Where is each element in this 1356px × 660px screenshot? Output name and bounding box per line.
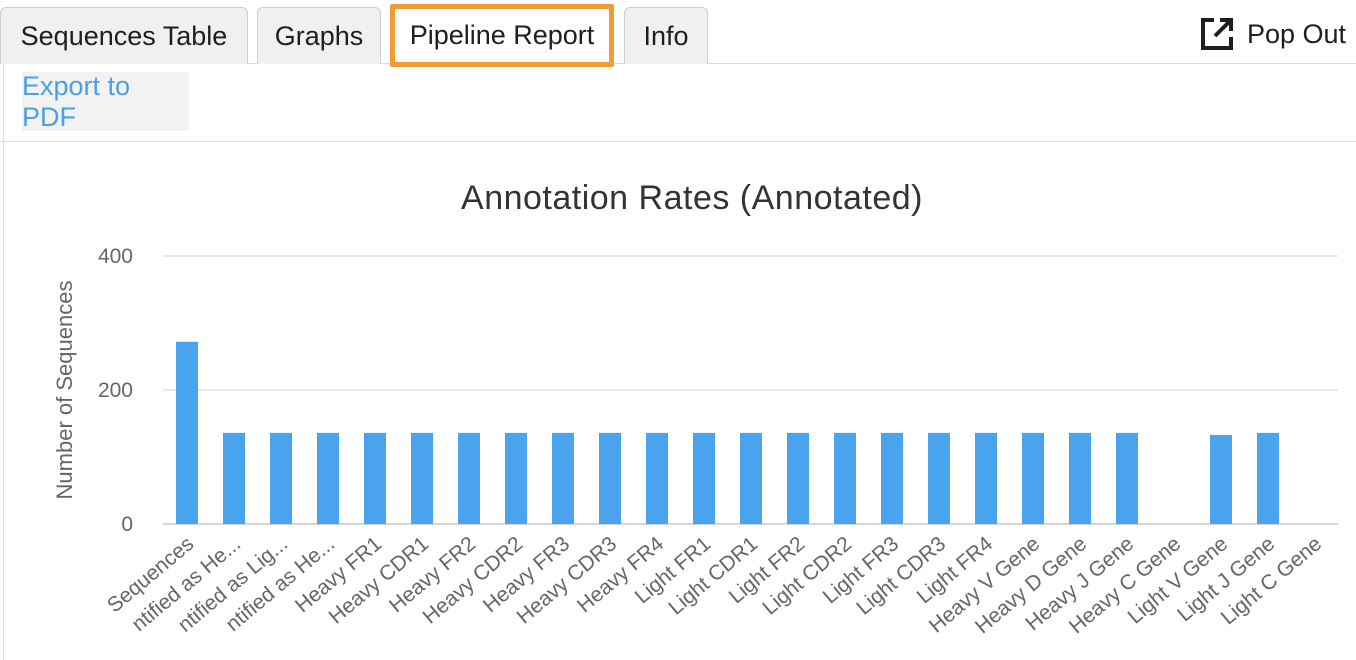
pop-out-button[interactable]: Pop Out (1199, 14, 1346, 54)
bar[interactable] (552, 432, 574, 524)
bar[interactable] (693, 432, 715, 524)
tab-sequences-table[interactable]: Sequences Table (0, 7, 248, 64)
bar[interactable] (740, 432, 762, 524)
tab-label: Info (643, 20, 689, 51)
bar[interactable] (834, 432, 856, 524)
tab-graphs[interactable]: Graphs (257, 7, 381, 64)
bar[interactable] (317, 432, 339, 524)
bar[interactable] (787, 432, 809, 524)
report-toolbar: Export to PDF (0, 64, 1356, 142)
y-tick-label: 0 (121, 513, 133, 536)
bar[interactable] (1022, 432, 1044, 524)
tab-pipeline-report[interactable]: Pipeline Report (390, 4, 614, 67)
pop-out-label: Pop Out (1246, 18, 1346, 49)
y-tick-label: 400 (98, 245, 133, 268)
bar[interactable] (364, 432, 386, 524)
bar[interactable] (505, 432, 527, 524)
tab-label: Pipeline Report (409, 20, 595, 50)
y-tick-label: 200 (98, 379, 133, 402)
bar[interactable] (881, 432, 903, 524)
bar[interactable] (1210, 434, 1232, 524)
bar[interactable] (928, 432, 950, 524)
bar[interactable] (1116, 432, 1138, 524)
bar[interactable] (223, 432, 245, 524)
tab-bar: Sequences Table Graphs Pipeline Report I… (0, 0, 1356, 67)
tab-label: Sequences Table (20, 20, 228, 51)
tab-info[interactable]: Info (624, 7, 708, 64)
export-pdf-button[interactable]: Export to PDF (22, 71, 189, 132)
bar[interactable] (975, 432, 997, 524)
bar[interactable] (270, 432, 292, 524)
annotation-rates-chart: Annotation Rates (Annotated) Number of S… (52, 179, 1338, 638)
bar[interactable] (1257, 432, 1279, 524)
bar[interactable] (1069, 432, 1091, 524)
bar[interactable] (411, 432, 433, 524)
panel-border (3, 64, 4, 660)
external-link-icon (1200, 18, 1233, 50)
bar[interactable] (646, 432, 668, 524)
tab-label: Graphs (274, 20, 364, 51)
bar[interactable] (458, 432, 480, 524)
y-axis-label: Number of Sequences (52, 281, 77, 500)
chart-title: Annotation Rates (Annotated) (461, 179, 923, 217)
bar[interactable] (599, 432, 621, 524)
bar[interactable] (176, 341, 198, 524)
